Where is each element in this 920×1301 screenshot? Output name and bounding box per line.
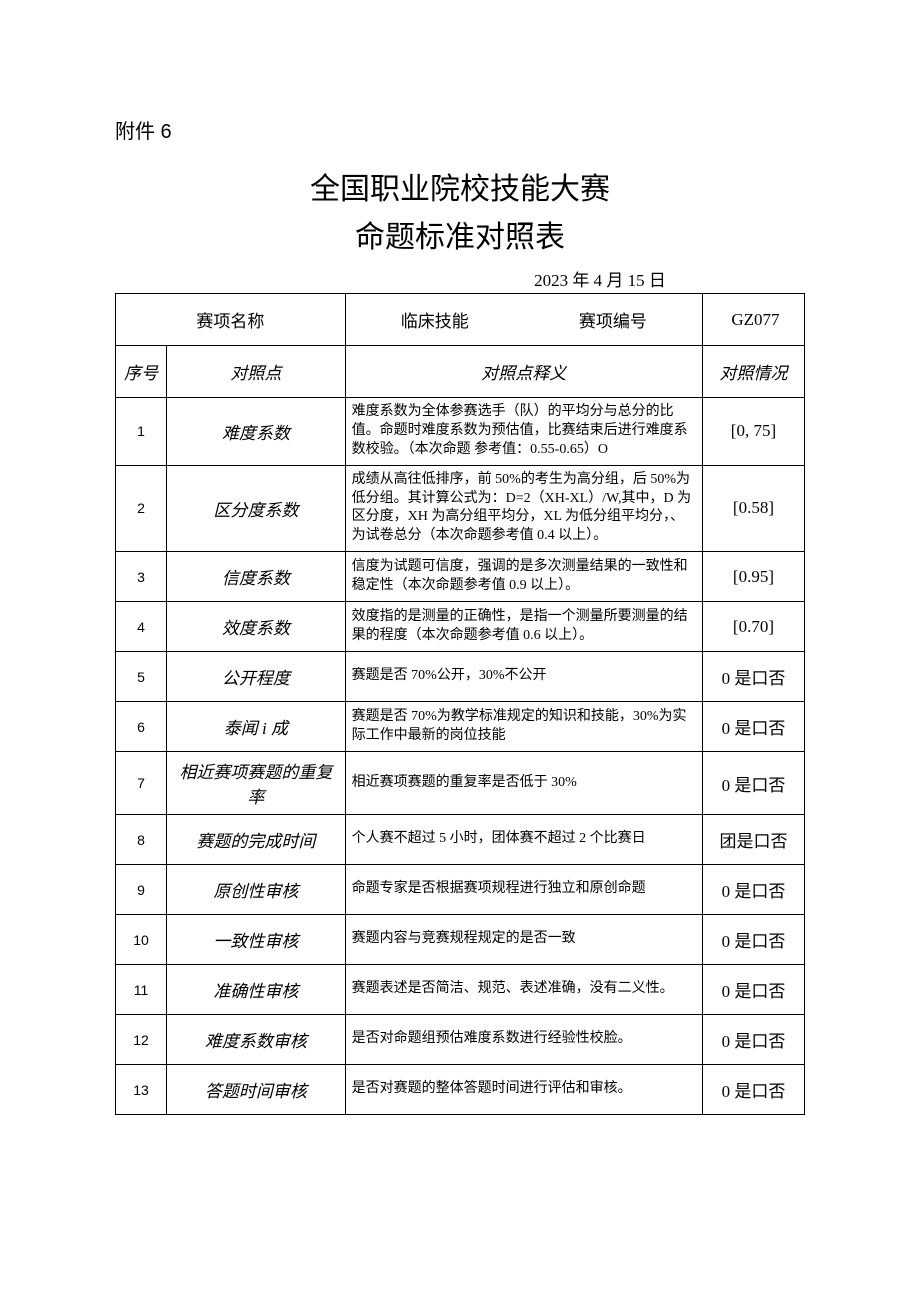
status-cell: 0 是口否 [702, 915, 804, 965]
document-date: 2023 年 4 月 15 日 [115, 266, 805, 291]
table-row: 3 信度系数 信度为试题可信度，强调的是多次测量结果的一致性和稳定性（本次命题参… [116, 552, 805, 602]
seq-cell: 4 [116, 602, 167, 652]
table-row: 7 相近赛项赛题的重复率 相近赛项赛题的重复率是否低于 30% 0 是口否 [116, 752, 805, 815]
event-name-value: 临床技能 [346, 307, 524, 332]
seq-cell: 13 [116, 1065, 167, 1115]
point-cell: 原创性审核 [167, 865, 346, 915]
point-cell: 相近赛项赛题的重复率 [167, 752, 346, 815]
point-cell: 难度系数 [167, 398, 346, 466]
status-cell: 0 是口否 [702, 702, 804, 752]
event-code-label: 赛项编号 [524, 307, 702, 332]
definition-cell: 是否对命题组预估难度系数进行经验性校脸。 [345, 1015, 702, 1065]
event-code-value: GZ077 [702, 294, 804, 346]
col-header-point: 对照点 [167, 346, 346, 398]
table-header-info-row: 赛项名称 临床技能 赛项编号 GZ077 [116, 294, 805, 346]
event-info-cell: 临床技能 赛项编号 [345, 294, 702, 346]
definition-cell: 赛题内容与竞赛规程规定的是否一致 [345, 915, 702, 965]
status-cell: 0 是口否 [702, 965, 804, 1015]
status-cell: [0, 75] [702, 398, 804, 466]
table-row: 13 答题时间审核 是否对赛题的整体答题时间进行评估和审核。 0 是口否 [116, 1065, 805, 1115]
table-row: 1 难度系数 难度系数为全体参赛选手（队）的平均分与总分的比值。命题时难度系数为… [116, 398, 805, 466]
status-cell: 0 是口否 [702, 652, 804, 702]
title-line2: 命题标准对照表 [115, 212, 805, 256]
status-cell: [0.58] [702, 465, 804, 552]
table-row: 12 难度系数审核 是否对命题组预估难度系数进行经验性校脸。 0 是口否 [116, 1015, 805, 1065]
seq-cell: 1 [116, 398, 167, 466]
table-row: 5 公开程度 赛题是否 70%公开，30%不公开 0 是口否 [116, 652, 805, 702]
definition-cell: 赛题是否 70%为教学标准规定的知识和技能，30%为实际工作中最新的岗位技能 [345, 702, 702, 752]
event-name-label: 赛项名称 [116, 294, 346, 346]
title-line1: 全国职业院校技能大赛 [115, 164, 805, 208]
table-row: 11 准确性审核 赛题表述是否简洁、规范、表述准确，没有二义性。 0 是口否 [116, 965, 805, 1015]
seq-cell: 6 [116, 702, 167, 752]
point-cell: 信度系数 [167, 552, 346, 602]
standards-table: 赛项名称 临床技能 赛项编号 GZ077 序号 对照点 对照点释义 对照情况 1… [115, 293, 805, 1115]
point-cell: 赛题的完成时间 [167, 815, 346, 865]
seq-cell: 11 [116, 965, 167, 1015]
seq-cell: 3 [116, 552, 167, 602]
seq-cell: 9 [116, 865, 167, 915]
table-column-header-row: 序号 对照点 对照点释义 对照情况 [116, 346, 805, 398]
seq-cell: 2 [116, 465, 167, 552]
table-row: 6 泰闻 i 成 赛题是否 70%为教学标准规定的知识和技能，30%为实际工作中… [116, 702, 805, 752]
table-row: 2 区分度系数 成绩从高往低排序，前 50%的考生为高分组，后 50%为低分组。… [116, 465, 805, 552]
seq-cell: 12 [116, 1015, 167, 1065]
col-header-seq: 序号 [116, 346, 167, 398]
table-row: 4 效度系数 效度指的是测量的正确性，是指一个测量所要测量的结果的程度（本次命题… [116, 602, 805, 652]
definition-cell: 是否对赛题的整体答题时间进行评估和审核。 [345, 1065, 702, 1115]
status-cell: [0.95] [702, 552, 804, 602]
col-header-status: 对照情况 [702, 346, 804, 398]
attachment-label: 附件 6 [115, 115, 805, 144]
status-cell: 团是口否 [702, 815, 804, 865]
point-cell: 泰闻 i 成 [167, 702, 346, 752]
definition-cell: 相近赛项赛题的重复率是否低于 30% [345, 752, 702, 815]
point-cell: 准确性审核 [167, 965, 346, 1015]
definition-cell: 命题专家是否根据赛项规程进行独立和原创命题 [345, 865, 702, 915]
point-cell: 难度系数审核 [167, 1015, 346, 1065]
point-cell: 效度系数 [167, 602, 346, 652]
definition-cell: 效度指的是测量的正确性，是指一个测量所要测量的结果的程度（本次命题参考值 0.6… [345, 602, 702, 652]
definition-cell: 难度系数为全体参赛选手（队）的平均分与总分的比值。命题时难度系数为预估值，比赛结… [345, 398, 702, 466]
definition-cell: 赛题表述是否简洁、规范、表述准确，没有二义性。 [345, 965, 702, 1015]
status-cell: 0 是口否 [702, 1015, 804, 1065]
seq-cell: 7 [116, 752, 167, 815]
definition-cell: 成绩从高往低排序，前 50%的考生为高分组，后 50%为低分组。其计算公式为：D… [345, 465, 702, 552]
point-cell: 区分度系数 [167, 465, 346, 552]
col-header-definition: 对照点释义 [345, 346, 702, 398]
table-row: 10 一致性审核 赛题内容与竞赛规程规定的是否一致 0 是口否 [116, 915, 805, 965]
status-cell: 0 是口否 [702, 865, 804, 915]
definition-cell: 赛题是否 70%公开，30%不公开 [345, 652, 702, 702]
point-cell: 答题时间审核 [167, 1065, 346, 1115]
point-cell: 公开程度 [167, 652, 346, 702]
table-row: 9 原创性审核 命题专家是否根据赛项规程进行独立和原创命题 0 是口否 [116, 865, 805, 915]
seq-cell: 5 [116, 652, 167, 702]
status-cell: 0 是口否 [702, 1065, 804, 1115]
seq-cell: 8 [116, 815, 167, 865]
seq-cell: 10 [116, 915, 167, 965]
table-row: 8 赛题的完成时间 个人赛不超过 5 小时，团体赛不超过 2 个比赛日 团是口否 [116, 815, 805, 865]
status-cell: 0 是口否 [702, 752, 804, 815]
definition-cell: 个人赛不超过 5 小时，团体赛不超过 2 个比赛日 [345, 815, 702, 865]
point-cell: 一致性审核 [167, 915, 346, 965]
status-cell: [0.70] [702, 602, 804, 652]
definition-cell: 信度为试题可信度，强调的是多次测量结果的一致性和稳定性（本次命题参考值 0.9 … [345, 552, 702, 602]
